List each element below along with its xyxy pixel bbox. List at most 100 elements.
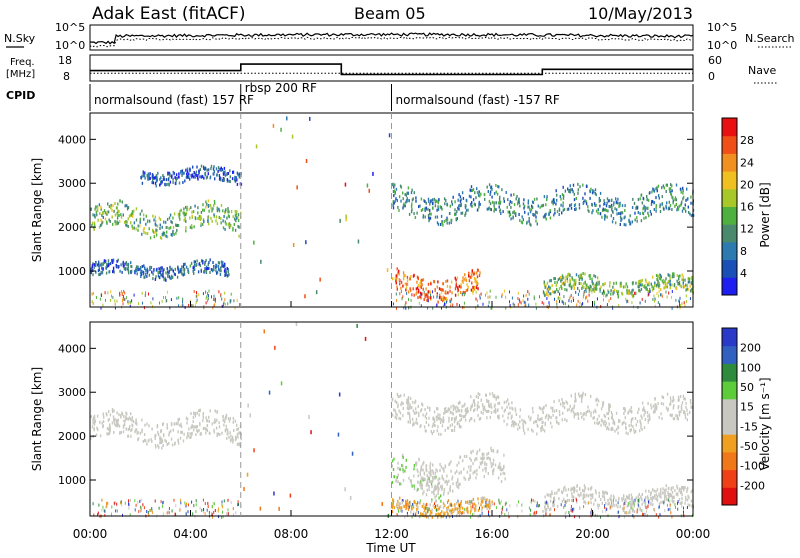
echo-cell [144, 294, 146, 297]
echo-cell [653, 489, 655, 493]
echo-cell [158, 506, 160, 510]
echo-cell [141, 209, 143, 213]
echo-cell [97, 513, 98, 517]
echo-cell [686, 418, 688, 422]
echo-cell [583, 291, 585, 295]
echo-cell [123, 220, 126, 224]
echo-cell [222, 515, 224, 519]
echo-cell [604, 214, 606, 218]
echo-cell [669, 203, 672, 207]
echo-cell [553, 277, 555, 281]
echo-cell [587, 208, 589, 212]
echo-cell [205, 205, 207, 209]
echo-cell [151, 175, 153, 179]
echo-cell [198, 169, 200, 173]
echo-cell [469, 408, 472, 412]
echo-cell [678, 487, 681, 491]
echo-cell [640, 287, 643, 291]
echo-cell [512, 302, 514, 306]
echo-cell [659, 513, 661, 517]
echo-cell [573, 507, 575, 511]
echo-cell [402, 504, 405, 508]
echo-cell [296, 185, 298, 190]
echo-cell [407, 398, 409, 402]
echo-cell [441, 486, 443, 490]
echo-cell [452, 404, 454, 408]
echo-cell [477, 268, 479, 272]
echo-cell [470, 185, 473, 189]
echo-cell [177, 266, 179, 270]
echo-cell [512, 215, 514, 219]
echo-cell [425, 483, 428, 487]
echo-cell [674, 204, 676, 208]
echo-cell [93, 263, 96, 267]
echo-cell [209, 176, 211, 180]
colorbar-swatch [722, 363, 737, 382]
echo-cell [392, 498, 394, 502]
echo-cell [610, 428, 612, 431]
echo-cell [120, 501, 122, 505]
echo-cell [429, 464, 431, 468]
echo-cell [411, 293, 413, 297]
echo-cell [423, 298, 425, 302]
echo-cell [627, 495, 629, 499]
echo-cell [429, 467, 431, 471]
echo-cell [113, 420, 116, 424]
echo-cell [139, 431, 141, 435]
echo-cell [417, 511, 419, 514]
echo-cell [607, 209, 609, 213]
echo-cell [643, 426, 646, 430]
echo-cell [644, 498, 646, 502]
echo-cell [159, 236, 162, 240]
echo-cell [541, 204, 544, 208]
echo-cell [410, 483, 413, 487]
echo-cell [688, 280, 691, 284]
echo-cell [94, 213, 96, 217]
echo-cell [174, 176, 176, 179]
echo-cell [644, 285, 646, 289]
echo-cell [403, 202, 405, 206]
echo-cell [688, 496, 690, 500]
echo-cell [650, 212, 652, 216]
echo-cell [202, 415, 204, 419]
echo-cell [487, 410, 489, 413]
echo-cell [594, 513, 596, 517]
echo-cell [411, 505, 413, 508]
echo-cell [551, 490, 553, 494]
echo-cell [448, 479, 450, 483]
echo-cell [469, 511, 471, 514]
echo-cell [487, 500, 489, 504]
echo-cell [448, 416, 450, 420]
echo-cell [519, 204, 521, 208]
echo-cell [676, 274, 678, 278]
echo-cell [457, 206, 459, 210]
echo-cell [650, 406, 653, 410]
echo-cell [274, 345, 276, 350]
echo-cell [407, 404, 409, 408]
echo-cell [409, 277, 411, 281]
echo-cell [619, 419, 621, 423]
echo-cell [442, 416, 445, 420]
echo-cell [186, 208, 188, 212]
echo-cell [609, 284, 611, 288]
echo-cell [402, 402, 404, 406]
echo-cell [608, 406, 610, 409]
echo-cell [138, 510, 140, 513]
echo-cell [212, 501, 214, 505]
echo-cell [102, 267, 104, 271]
echo-cell [678, 413, 681, 417]
echo-cell [596, 503, 599, 507]
echo-cell [419, 204, 421, 208]
echo-cell [177, 175, 180, 179]
echo-cell [221, 168, 224, 172]
echo-cell [595, 284, 597, 288]
echo-cell [429, 290, 431, 294]
echo-cell [157, 444, 159, 448]
echo-cell [655, 274, 658, 277]
echo-cell [471, 499, 473, 503]
echo-cell [137, 500, 139, 504]
echo-cell [553, 213, 555, 217]
echo-cell [635, 423, 637, 427]
echo-cell [659, 273, 662, 277]
echo-cell [420, 480, 422, 484]
